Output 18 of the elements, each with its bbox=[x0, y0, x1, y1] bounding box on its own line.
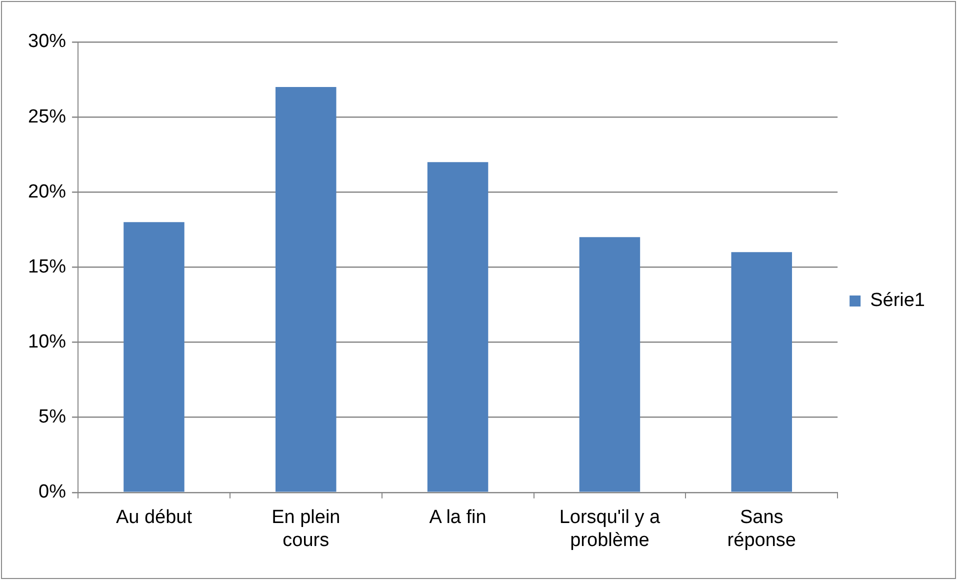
bar bbox=[579, 237, 640, 492]
y-tick-label: 0% bbox=[38, 482, 66, 503]
y-tick-label: 20% bbox=[28, 181, 66, 202]
x-tick-label: Sans réponse bbox=[727, 507, 796, 551]
bar bbox=[731, 252, 792, 492]
y-tick-label: 15% bbox=[28, 256, 66, 278]
bar bbox=[276, 87, 336, 492]
bar bbox=[427, 162, 488, 492]
x-tick-label: Lorsqu'il y a problème bbox=[559, 507, 661, 551]
y-tick-label: 5% bbox=[38, 406, 66, 428]
x-tick-label: A la fin bbox=[429, 507, 486, 528]
y-tick-label: 10% bbox=[28, 332, 66, 352]
bar bbox=[124, 222, 184, 492]
y-tick-label: 30% bbox=[28, 31, 66, 52]
x-tick-label: En plein cours bbox=[272, 507, 340, 551]
y-tick-label: 25% bbox=[28, 106, 66, 128]
legend-label: Série1 bbox=[870, 290, 925, 312]
x-tick-label: Au début bbox=[116, 507, 193, 528]
